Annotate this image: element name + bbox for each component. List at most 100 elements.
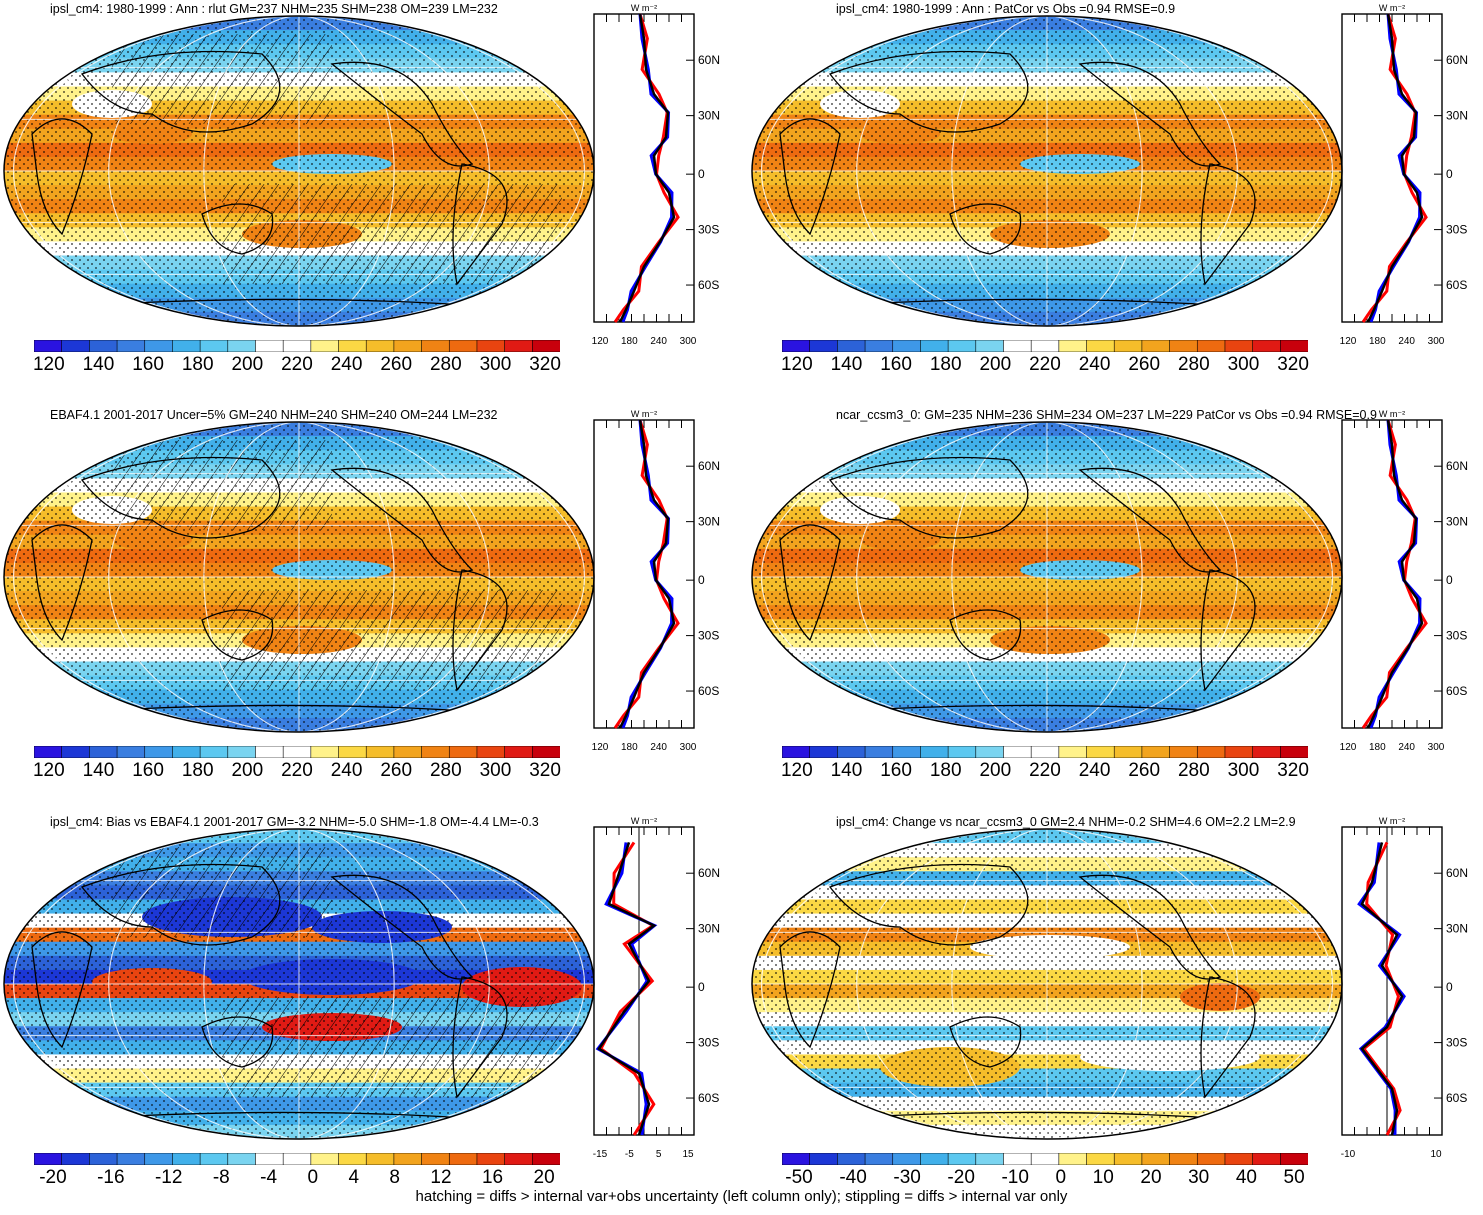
profile-lat-label: 30S <box>1446 629 1467 643</box>
colorbar-label: 260 <box>1128 354 1161 375</box>
profile-x-label: 120 <box>1340 742 1357 753</box>
colorbar-label: 300 <box>479 354 512 375</box>
colorbar-label: 10 <box>1092 1167 1114 1188</box>
colorbar-label: 220 <box>281 354 313 375</box>
colorbar-label: 180 <box>929 760 962 781</box>
colorbar-label: 140 <box>82 354 115 375</box>
profile-lat-label: 60N <box>698 459 720 473</box>
profile-lat-label: 60S <box>1446 1091 1467 1105</box>
profile-lat-label: 0 <box>1446 980 1453 994</box>
profile-x-label: 180 <box>1369 336 1386 347</box>
colorbar-label: 320 <box>529 760 561 781</box>
colorbar-label: 300 <box>1227 354 1260 375</box>
profile-lat-label: 30S <box>1446 223 1467 237</box>
colorbar-label: 200 <box>979 354 1012 375</box>
profile-lat-label: 60N <box>1446 866 1468 880</box>
profile-lat-label: 30S <box>1446 1036 1467 1050</box>
colorbar-label: 220 <box>1029 354 1061 375</box>
panel-title: EBAF4.1 2001-2017 Uncer=5% GM=240 NHM=24… <box>50 408 498 422</box>
profile-x-label: 300 <box>680 742 697 753</box>
profile-lat-label: 60S <box>698 1091 719 1105</box>
profile-lat-label: 30S <box>698 629 719 643</box>
profile-x-label: 300 <box>1428 742 1445 753</box>
colorbar-label: 300 <box>479 760 512 781</box>
profile-x-label: 5 <box>656 1149 662 1160</box>
panel-title: ipsl_cm4: 1980-1999 : Ann : rlut GM=237 … <box>50 2 498 16</box>
world-map <box>3 15 595 327</box>
colorbar-label: 30 <box>1188 1167 1210 1188</box>
profile-x-label: 180 <box>1369 742 1386 753</box>
model-profile-line <box>1361 841 1402 1136</box>
colorbar-label: -16 <box>97 1167 125 1188</box>
colorbar <box>782 340 1308 352</box>
colorbar <box>34 1153 560 1165</box>
profile-lat-label: 0 <box>698 573 705 587</box>
footer-note: hatching = diffs > internal var+obs unce… <box>415 1188 1068 1205</box>
colorbar-label: 4 <box>348 1167 360 1188</box>
colorbar-label: 0 <box>307 1167 319 1188</box>
colorbar-labels: 120 140 160 180 200 220 240 260 280 300 320 <box>24 760 570 782</box>
colorbar-labels: 120 140 160 180 200 220 240 260 280 300 320 <box>24 354 570 376</box>
colorbar-label: 240 <box>330 760 363 781</box>
colorbar-label: 20 <box>533 1167 555 1188</box>
profile-lat-label: 60S <box>698 684 719 698</box>
colorbar-label: 140 <box>82 760 115 781</box>
colorbar-label: 240 <box>1078 760 1111 781</box>
panel-title: ipsl_cm4: Bias vs EBAF4.1 2001-2017 GM=-… <box>50 815 539 829</box>
colorbar <box>34 746 560 758</box>
reference-profile-line <box>1366 419 1424 729</box>
zonal-mean-profile: W m⁻² 60N 30N 0 30S 60S 120 180 240 300 <box>1340 4 1468 347</box>
obs-profile-line <box>1369 13 1422 323</box>
profile-lat-label: 60N <box>1446 53 1468 67</box>
colorbar-label: -20 <box>39 1167 67 1188</box>
profile-lat-label: 30N <box>1446 515 1468 529</box>
profile-units: W m⁻² <box>1379 817 1405 826</box>
colorbar-label: 0 <box>1055 1167 1067 1188</box>
world-map <box>3 421 595 733</box>
colorbar-label: -30 <box>893 1167 921 1188</box>
colorbar-label: 320 <box>1277 760 1309 781</box>
profile-x-label: -15 <box>593 1149 608 1160</box>
panel-6: ipsl_cm4: Change vs ncar_ccsm3_0 GM=2.4 … <box>748 813 1483 1213</box>
colorbar-label: 200 <box>231 760 264 781</box>
profile-x-label: 180 <box>621 336 638 347</box>
profile-lat-label: 30N <box>1446 922 1468 936</box>
reference-profile-line <box>1366 13 1424 323</box>
profile-x-label: 300 <box>680 336 697 347</box>
profile-lat-label: 30N <box>698 515 720 529</box>
profile-lat-label: 0 <box>1446 573 1453 587</box>
colorbar-label: -8 <box>212 1167 230 1188</box>
colorbar-label: -20 <box>947 1167 975 1188</box>
colorbar-label: -10 <box>1001 1167 1029 1188</box>
colorbar-label: 220 <box>1029 760 1061 781</box>
profile-x-label: 240 <box>650 742 667 753</box>
profile-lat-label: 60S <box>698 278 719 292</box>
profile-units: W m⁻² <box>631 4 657 13</box>
colorbar-label: 280 <box>1177 760 1210 781</box>
world-map <box>3 828 595 1140</box>
profile-lat-label: 30N <box>698 109 720 123</box>
obs-profile-line <box>1369 419 1422 729</box>
colorbar-labels: -20 -16 -12 -8 -4 0 4 8 12 16 20 <box>24 1167 570 1189</box>
zonal-mean-profile: W m⁻² 60N 30N 0 30S 60S 120 180 240 300 <box>1340 410 1468 753</box>
panel-1: ipsl_cm4: 1980-1999 : Ann : rlut GM=237 … <box>0 0 740 400</box>
colorbar-label: -4 <box>260 1167 278 1188</box>
colorbar <box>782 1153 1308 1165</box>
zonal-mean-profile: W m⁻² 60N 30N 0 30S 60S 120 180 240 300 <box>592 4 720 347</box>
colorbar-label: 160 <box>132 354 164 375</box>
colorbar-label: 12 <box>430 1167 452 1188</box>
colorbar-labels: 120 140 160 180 200 220 240 260 280 300 320 <box>772 760 1318 782</box>
obs-profile-line <box>621 13 674 323</box>
profile-x-label: 240 <box>1398 336 1415 347</box>
profile-units: W m⁻² <box>1379 410 1405 419</box>
model-profile-line <box>598 841 657 1136</box>
world-map <box>751 828 1343 1140</box>
profile-units: W m⁻² <box>1379 4 1405 13</box>
colorbar-label: 40 <box>1235 1167 1257 1188</box>
profile-x-label: -10 <box>1341 1149 1356 1160</box>
colorbar-label: 8 <box>389 1167 400 1188</box>
colorbar-label: 180 <box>929 354 962 375</box>
reference-profile-line <box>1360 842 1404 1136</box>
colorbar-label: 140 <box>830 760 863 781</box>
panel-title: ipsl_cm4: 1980-1999 : Ann : PatCor vs Ob… <box>836 2 1176 16</box>
